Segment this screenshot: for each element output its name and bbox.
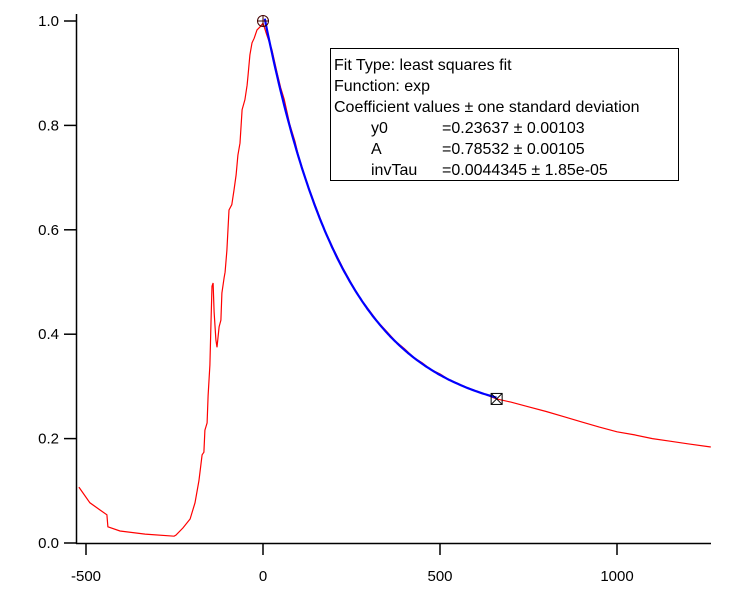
coef-name-invtau: invTau [371, 162, 417, 179]
coef-value-y0: =0.23637 ± 0.00103 [442, 120, 585, 137]
cursor-b-marker[interactable] [490, 392, 503, 405]
y-tick-label: 0.2 [38, 431, 59, 448]
fit-legend: Fit Type: least squares fit Function: ex… [330, 48, 679, 181]
x-tick-label: 0 [259, 568, 267, 585]
plot-area [78, 15, 711, 537]
y-tick-label: 0.8 [38, 117, 59, 134]
y-tick-label: 0.6 [38, 222, 59, 239]
function-text: Function: exp [334, 78, 430, 95]
coef-value-invtau: =0.0044345 ± 1.85e-05 [442, 162, 608, 179]
coef-value-a: =0.78532 ± 0.00105 [442, 141, 585, 158]
markers [257, 15, 503, 405]
x-ticks: -500 0 500 1000 [71, 543, 634, 585]
fit-curve-line [263, 18, 497, 399]
fit-type-text: Fit Type: least squares fit [334, 57, 512, 74]
coef-header-text: Coefficient values ± one standard deviat… [334, 99, 640, 116]
y-ticks: 0.0 0.2 0.4 0.6 0.8 1.0 [38, 13, 77, 552]
x-tick-label: 1000 [600, 568, 633, 585]
y-tick-label: 0.0 [38, 535, 59, 552]
coef-name-y0: y0 [371, 120, 388, 137]
cursor-a-marker[interactable] [257, 15, 269, 27]
coef-name-a: A [371, 141, 382, 158]
y-tick-label: 0.4 [38, 326, 59, 343]
x-tick-label: -500 [71, 568, 101, 585]
axes [75, 14, 711, 545]
fit-legend-box [330, 48, 679, 181]
x-tick-label: 500 [427, 568, 452, 585]
y-tick-label: 1.0 [38, 13, 59, 30]
